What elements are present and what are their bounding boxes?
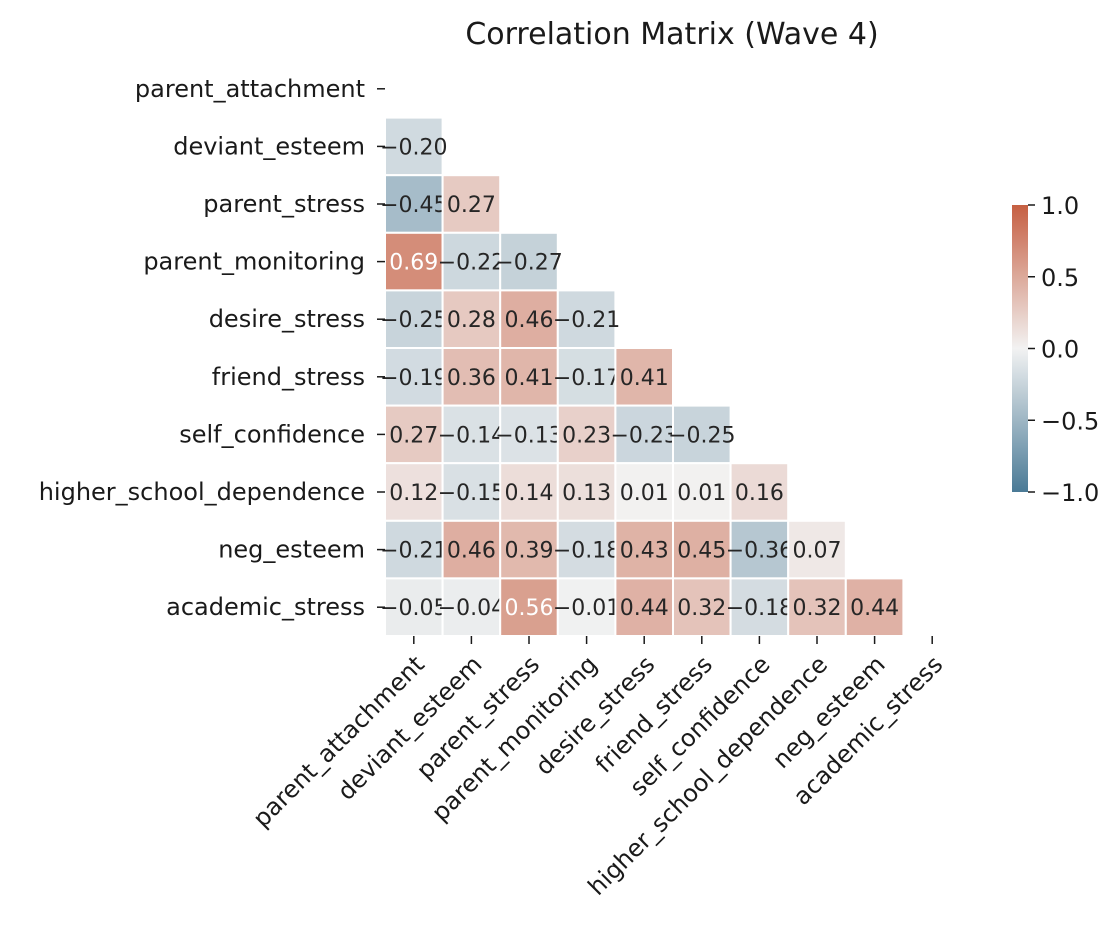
heatmap-cell — [556, 462, 617, 522]
cell-value-label: 0.39 — [505, 539, 554, 564]
heatmap-cell — [844, 577, 905, 638]
cell-value-label: 0.07 — [793, 539, 842, 564]
cell-value-label: −0.22 — [438, 251, 505, 276]
cell-value-label: −0.19 — [380, 366, 447, 391]
cell-value-label: 0.56 — [505, 596, 554, 621]
y-tick-label: parent_stress — [203, 190, 365, 218]
cell-value-label: −0.25 — [668, 423, 735, 448]
colorbar-gradient — [1012, 205, 1028, 492]
cell-value-label: 0.32 — [677, 596, 726, 621]
colorbar-tick-label: −1.0 — [1041, 479, 1099, 507]
cell-value-label: 0.44 — [620, 596, 669, 621]
heatmap-cell — [499, 347, 559, 407]
heatmap-cell — [556, 519, 617, 580]
colorbar-tick-label: 0.0 — [1041, 336, 1079, 364]
cell-value-label: 0.16 — [735, 481, 784, 506]
cell-value-label: 0.36 — [447, 366, 496, 391]
x-axis: parent_attachmentdeviant_esteemparent_st… — [247, 636, 948, 901]
heatmap-cell — [729, 462, 790, 522]
heatmap-cell — [614, 347, 675, 407]
colorbar-tick-label: 0.5 — [1041, 264, 1079, 292]
cell-value-label: −0.36 — [726, 539, 793, 564]
heatmap-cell — [556, 347, 617, 407]
cell-value-label: 0.14 — [505, 481, 554, 506]
cell-value-label: −0.13 — [495, 423, 562, 448]
heatmap-cell — [672, 519, 732, 580]
cell-value-label: −0.27 — [495, 251, 562, 276]
cell-value-label: −0.17 — [553, 366, 620, 391]
heatmap-cell — [614, 519, 675, 580]
cell-value-label: 0.45 — [677, 539, 726, 564]
y-tick-label: higher_school_dependence — [39, 478, 365, 506]
cell-value-label: 0.13 — [562, 481, 611, 506]
heatmap-cell — [441, 519, 502, 580]
cell-value-label: 0.46 — [505, 308, 554, 333]
chart-title: Correlation Matrix (Wave 4) — [465, 17, 878, 52]
cell-value-label: −0.18 — [726, 596, 793, 621]
cell-value-label: 0.27 — [389, 423, 438, 448]
y-tick-label: deviant_esteem — [173, 132, 365, 160]
cell-value-label: −0.21 — [380, 539, 447, 564]
cell-value-label: 0.44 — [850, 596, 899, 621]
heatmap-cell — [787, 519, 847, 580]
cell-value-label: −0.05 — [380, 596, 447, 621]
cell-value-label: −0.15 — [438, 481, 505, 506]
cell-value-label: −0.01 — [553, 596, 620, 621]
heatmap-cell — [441, 347, 502, 407]
cell-value-label: 0.46 — [447, 539, 496, 564]
cell-value-label: 0.43 — [620, 539, 669, 564]
colorbar: 1.0 0.5 0.0 −0.5 −1.0 — [1012, 192, 1099, 507]
heatmap-cell — [441, 289, 502, 349]
y-tick-label: self_confidence — [179, 420, 365, 448]
cell-value-label: 0.01 — [620, 481, 669, 506]
heatmap-cell — [672, 577, 732, 638]
cell-value-label: −0.45 — [380, 193, 447, 218]
cell-value-label: 0.23 — [562, 423, 611, 448]
cell-value-label: −0.04 — [438, 596, 505, 621]
heatmap-cell — [441, 404, 502, 465]
cell-value-label: 0.27 — [447, 193, 496, 218]
cell-value-label: 0.69 — [389, 251, 438, 276]
cell-value-label: −0.20 — [380, 135, 447, 160]
cell-value-label: 0.28 — [447, 308, 496, 333]
cell-value-label: 0.32 — [793, 596, 842, 621]
heatmap-cells: −0.20−0.45 0.270.69 −0.22−0.27−0.25 0.28 0.4… — [380, 116, 905, 638]
cell-value-label: −0.14 — [438, 423, 505, 448]
cell-value-label: −0.25 — [380, 308, 447, 333]
cell-value-label: 0.41 — [620, 366, 669, 391]
y-tick-label: desire_stress — [209, 305, 365, 333]
heatmap-cell — [499, 404, 559, 465]
cell-value-label: −0.23 — [610, 423, 677, 448]
cell-value-label: 0.01 — [677, 481, 726, 506]
heatmap-cell — [672, 404, 732, 465]
heatmap-cell — [441, 577, 502, 638]
y-tick-label: academic_stress — [166, 593, 365, 621]
y-tick-label: neg_esteem — [218, 536, 365, 564]
y-tick-label: friend_stress — [212, 363, 365, 391]
colorbar-tick-label: 1.0 — [1041, 192, 1079, 220]
heatmap-cell — [556, 289, 617, 349]
cell-value-label: −0.18 — [553, 539, 620, 564]
cell-value-label: −0.21 — [553, 308, 620, 333]
y-axis: parent_attachment deviant_esteem parent_st… — [39, 75, 385, 621]
y-tick-label: parent_monitoring — [143, 248, 365, 276]
colorbar-tick-label: −0.5 — [1041, 407, 1099, 435]
cell-value-label: 0.41 — [505, 366, 554, 391]
y-tick-label: parent_attachment — [135, 75, 365, 103]
cell-value-label: 0.12 — [389, 481, 438, 506]
heatmap-cell — [614, 462, 675, 522]
